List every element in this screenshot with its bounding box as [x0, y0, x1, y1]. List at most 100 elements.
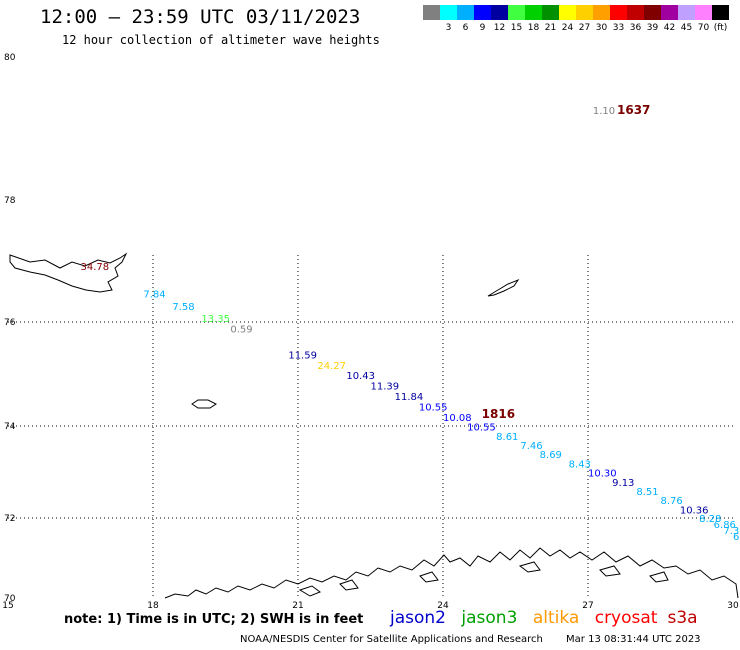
wave-height-value: 11.39 [371, 382, 400, 393]
colorbar-label: 45 [680, 23, 693, 33]
wave-height-value: 10.43 [346, 371, 375, 382]
colorbar-swatch [440, 5, 457, 20]
latitude-label: 76 [4, 318, 16, 328]
hopen-coast [487, 278, 520, 297]
svalbard-coast [9, 252, 128, 293]
wave-height-value: 8.51 [636, 487, 658, 498]
colorbar-swatch [576, 5, 593, 20]
colorbar-label: 27 [578, 23, 591, 33]
colorbar-swatch [559, 5, 576, 20]
longitude-label: 24 [437, 601, 449, 610]
latitude-label: 72 [4, 514, 15, 524]
latitude-labels: 80 78 76 74 72 70 [4, 53, 16, 604]
colorbar-label: 36 [629, 23, 642, 33]
longitude-label: 18 [147, 601, 159, 610]
wave-height-value: 10.55 [419, 402, 448, 413]
satellite-jason2: jason2 [390, 608, 446, 628]
wave-height-value: 7.46 [520, 441, 542, 452]
wave-height-value: 10.36 [680, 505, 709, 516]
wave-height-value: 10.30 [588, 469, 617, 480]
norway-islands [298, 561, 669, 597]
longitude-labels: 15 18 21 24 27 30 [2, 601, 739, 610]
colorbar-label: 18 [527, 23, 540, 33]
colorbar-swatch [525, 5, 542, 20]
wave-height-value: 7.58 [172, 302, 194, 313]
map-title: 12:00 – 23:59 UTC 03/11/2023 [40, 6, 361, 28]
wave-height-value: 13.35 [201, 314, 230, 325]
wave-height-value: 6. [733, 532, 740, 543]
colorbar-swatch [423, 5, 440, 20]
colorbar-swatch [610, 5, 627, 20]
satellite-cryosat: cryosat [594, 608, 658, 628]
wave-height-value: 8.69 [540, 450, 562, 461]
satellite-altika: altika [532, 608, 580, 628]
latitude-label: 80 [4, 53, 16, 63]
wave-height-value: 8.61 [496, 432, 518, 443]
longitude-label: 30 [727, 601, 739, 610]
units-note: note: 1) Time is in UTC; 2) SWH is in fe… [64, 612, 364, 627]
norway-coast [164, 547, 739, 599]
wave-height-value: 11.84 [395, 392, 424, 403]
colorbar-label: 30 [595, 23, 608, 33]
graticule [8, 255, 733, 598]
colorbar-swatch [678, 5, 695, 20]
colorbar-swatch [474, 5, 491, 20]
latitude-label: 70 [4, 594, 16, 604]
wave-height-observations: 34.787.847.5813.350.5911.5924.2710.4311.… [81, 106, 740, 543]
colorbar-swatch [508, 5, 525, 20]
colorbar-label: 42 [663, 23, 676, 33]
wave-height-value: 6.86 [714, 520, 736, 531]
wave-height-value: 9.13 [612, 478, 634, 489]
colorbar-swatch [491, 5, 508, 20]
pass-time-label: 1816 [482, 407, 515, 421]
footer-credit: NOAA/NESDIS Center for Satellite Applica… [240, 634, 543, 645]
wave-height-value: 8.28 [699, 514, 721, 525]
pass-time-label: 1637 [617, 103, 650, 117]
map-subtitle: 12 hour collection of altimeter wave hei… [62, 33, 380, 47]
wave-height-value: 34.78 [81, 262, 110, 273]
colorbar-label: 9 [479, 23, 486, 33]
colorbar-swatch [644, 5, 661, 20]
colorbar-swatch [695, 5, 712, 20]
wave-height-value: 11.59 [288, 350, 317, 361]
longitude-label: 15 [2, 601, 13, 610]
wave-height-value: 0.59 [230, 324, 252, 335]
colorbar-label: 24 [561, 23, 574, 33]
wave-height-value: 24.27 [317, 361, 346, 372]
colorbar-swatch [457, 5, 474, 20]
colorbar-swatch [627, 5, 644, 20]
wave-height-value: 7.84 [143, 290, 165, 301]
bear-island-coast [191, 399, 217, 409]
colorbar-swatch [661, 5, 678, 20]
latitude-label: 74 [4, 422, 16, 432]
colorbar-swatch [712, 5, 729, 20]
satellite-legend: jason2 jason3 altika cryosat s3a [390, 608, 708, 628]
colorbar-swatch [593, 5, 610, 20]
colorbar-label: 3 [445, 23, 452, 33]
footer: NOAA/NESDIS Center for Satellite Applica… [240, 634, 721, 645]
pass-time-labels: 1637 1816 [482, 103, 651, 421]
colorbar-label: 33 [612, 23, 625, 33]
colorbar-label: 6 [462, 23, 469, 33]
colorbar-label: 12 [493, 23, 506, 33]
longitude-label: 27 [582, 601, 593, 610]
footer-timestamp: Mar 13 08:31:44 UTC 2023 [566, 634, 701, 645]
colorbar-label: 39 [646, 23, 659, 33]
latitude-label: 78 [4, 196, 16, 206]
colorbar-label: (ft) [713, 23, 728, 33]
satellite-s3a: s3a [667, 608, 698, 628]
wave-height-value: 8.76 [661, 496, 683, 507]
wave-height-value: 1.10 [593, 106, 615, 117]
colorbar-swatch [542, 5, 559, 20]
colorbar-label: 21 [544, 23, 557, 33]
coastlines [9, 252, 739, 599]
colorbar-label: 15 [510, 23, 523, 33]
wave-height-value: 8.43 [569, 459, 591, 470]
wave-height-value: 10.08 [443, 413, 472, 424]
satellite-jason3: jason3 [461, 608, 518, 628]
wave-height-map: 34.787.847.5813.350.5911.5924.2710.4311.… [2, 53, 740, 610]
wave-height-value: 7.39 [723, 526, 740, 537]
colorbar-label: 70 [697, 23, 710, 33]
wave-height-value: 10.55 [467, 423, 496, 434]
longitude-label: 21 [292, 601, 303, 610]
